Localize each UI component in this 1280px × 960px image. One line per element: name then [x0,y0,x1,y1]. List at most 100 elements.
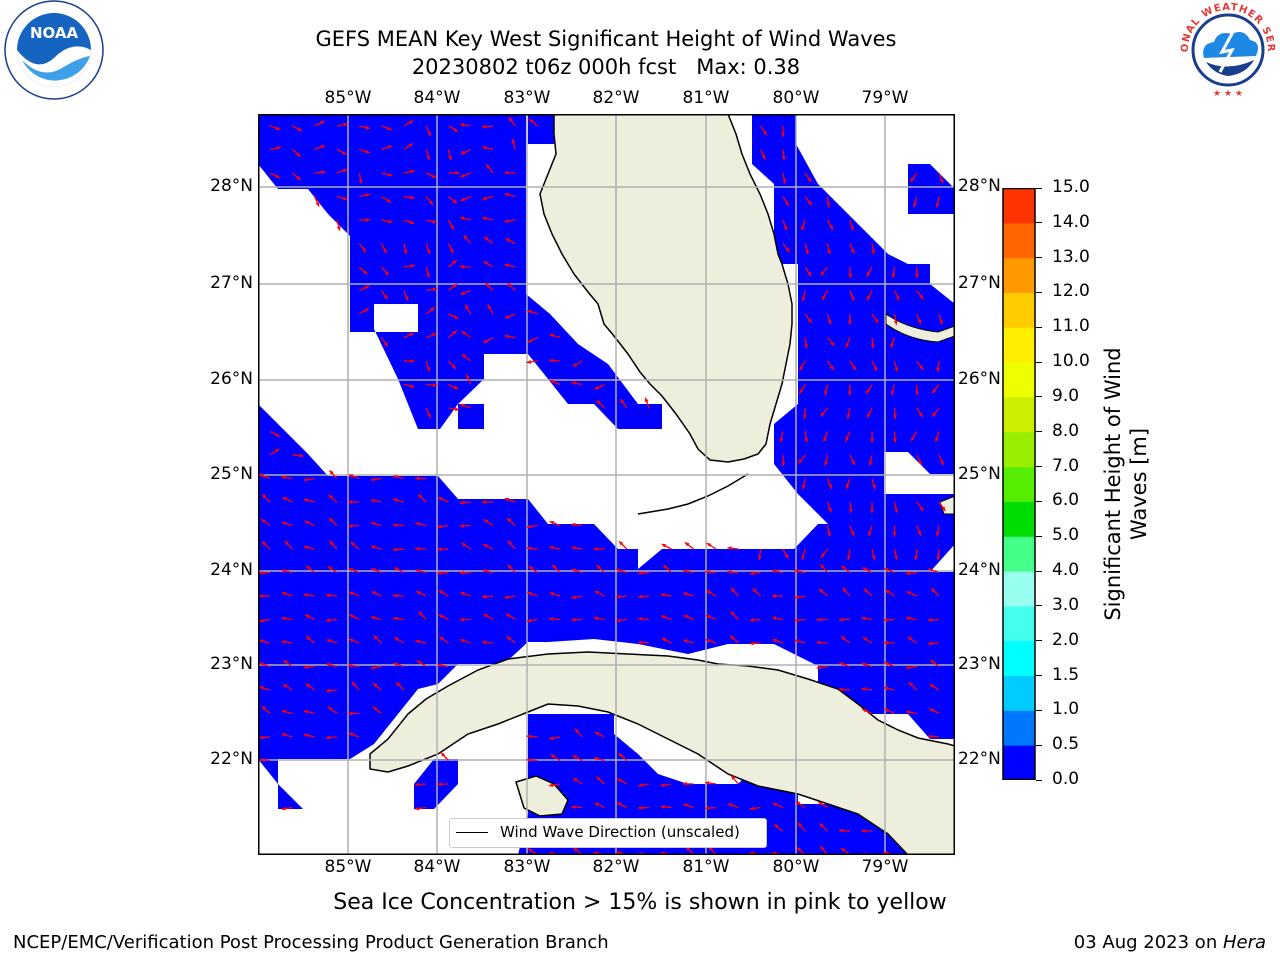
wave-direction-arrow [838,617,850,622]
wave-direction-arrow [682,592,694,597]
wave-direction-arrow [885,589,895,597]
wave-direction-arrow [749,618,761,623]
wave-direction-arrow [638,783,650,788]
wave-direction-arrow [370,545,382,550]
wave-direction-arrow [504,219,516,223]
wave-direction-arrow [892,525,897,537]
wave-direction-arrow [870,431,875,443]
wave-direction-arrow [460,639,471,644]
wave-direction-arrow [417,493,427,503]
wave-direction-arrow [661,543,672,550]
wave-direction-arrow [415,590,427,597]
wave-direction-arrow [936,360,940,372]
florida-peninsula [539,114,793,463]
noaa-logo: NOAA [2,0,106,100]
lat-tick-label: 26°N [210,369,253,389]
wave-direction-arrow [484,282,494,291]
wave-direction-arrow [371,590,382,597]
colorbar-tick-mark [1036,257,1042,259]
wave-direction-arrow [303,733,315,738]
colorbar-band [1003,501,1035,537]
wave-direction-arrow [328,494,338,503]
colorbar-tick-mark [1036,605,1042,607]
wave-direction-arrow [845,337,851,349]
colorbar-tick-label: 11.0 [1052,316,1090,337]
wave-direction-arrow [931,407,940,418]
wave-direction-arrow [437,571,449,576]
wave-direction-arrow [870,337,875,349]
wave-direction-arrow [909,172,918,183]
wave-direction-arrow [370,521,382,527]
sea-ice-note: Sea Ice Concentration > 15% is shown in … [333,890,947,915]
wave-direction-arrow [269,172,281,179]
colorbar-tick-mark [1036,570,1042,572]
colorbar-tick-mark [1036,396,1042,398]
wave-direction-arrow [481,500,494,504]
footer-right: 03 Aug 2023 on Hera [1074,932,1266,953]
wave-direction-arrow [595,564,605,573]
wave-direction-arrow [358,148,370,154]
colorbar-band [1003,466,1035,502]
wave-direction-arrow [817,801,828,809]
wave-direction-arrow [893,313,898,325]
wave-direction-arrow [644,397,650,409]
wave-direction-arrow [425,172,437,179]
wave-direction-arrow [447,195,458,204]
lon-tick-label: 84°W [413,88,461,108]
wave-direction-arrow [938,454,945,466]
wave-direction-arrow [281,709,293,715]
wave-direction-arrow [260,518,271,527]
wave-direction-arrow [303,710,315,715]
wave-direction-arrow [282,496,293,503]
wave-direction-arrow [616,568,627,574]
wave-direction-arrow [415,521,427,527]
wave-direction-arrow [380,290,389,300]
water-region-tampa [528,114,554,144]
wave-direction-arrow [914,548,919,561]
wave-direction-arrow [826,243,831,255]
wave-direction-arrow [466,374,472,385]
wave-direction-arrow [336,148,347,156]
colorbar-tick-label: 9.0 [1052,385,1080,406]
wave-direction-arrow [938,313,943,325]
wave-direction-arrow [781,454,786,467]
colorbar-tick-mark [1036,222,1042,224]
wave-direction-arrow [438,636,449,644]
wave-direction-arrow [482,569,494,574]
wave-direction-arrow [528,118,539,127]
wave-direction-arrow [381,195,392,203]
wave-direction-arrow [910,431,918,442]
wave-direction-arrow [615,618,627,623]
wave-direction-arrow [800,219,806,231]
wave-direction-arrow [284,540,293,550]
wave-direction-arrow [259,618,271,623]
wave-direction-arrow [727,546,739,551]
wave-direction-arrow [548,545,561,550]
wave-direction-arrow [893,501,898,513]
wave-direction-arrow [821,290,829,301]
wave-direction-arrow [871,313,879,324]
wave-direction-arrow [415,546,427,551]
water-region-isle-youth [414,759,458,809]
wave-direction-arrow [916,290,924,300]
lat-tick-label: 24°N [210,560,253,580]
colorbar [1002,187,1036,781]
wave-direction-arrow [794,569,806,574]
wave-direction-arrow [861,616,873,621]
wave-direction-arrow [548,736,561,741]
wave-direction-arrow [848,501,853,513]
colorbar-tick-mark [1036,535,1042,537]
wave-direction-arrow [927,618,940,622]
wave-direction-arrow [459,122,471,127]
wave-direction-arrow [929,683,940,691]
wave-direction-arrow [548,616,560,621]
wave-direction-arrow [891,266,896,278]
wave-direction-arrow [258,735,271,740]
wave-direction-arrow [861,566,873,574]
wave-direction-arrow [931,384,940,394]
wave-direction-arrow [403,219,415,225]
wave-direction-arrow [328,517,338,526]
wave-direction-arrow [281,591,293,597]
wave-direction-arrow [661,637,672,644]
wave-direction-arrow [447,219,455,230]
